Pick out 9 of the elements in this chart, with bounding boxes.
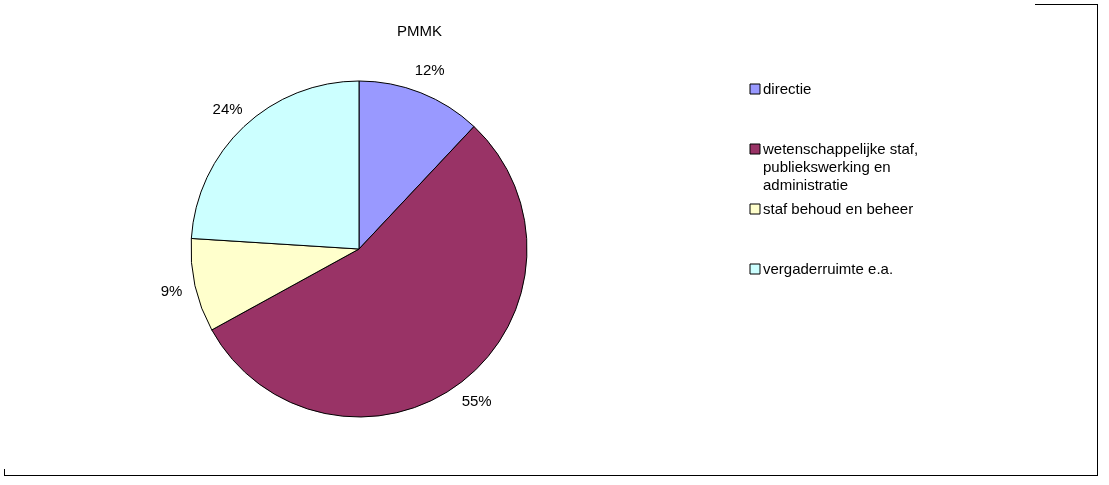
chart-title: PMMK [397, 22, 442, 39]
legend-label: vergaderruimte e.a. [763, 260, 894, 277]
legend-label: wetenschappelijke staf, publiekswerking en administratie [762, 140, 919, 193]
data-label: 9% [160, 281, 183, 299]
data-label: 12% [414, 61, 445, 79]
data-label: 24% [212, 100, 243, 118]
legend-label: directie [763, 80, 812, 97]
legend-label: staf behoud en beheer [763, 200, 914, 217]
data-label: 55% [461, 391, 492, 409]
